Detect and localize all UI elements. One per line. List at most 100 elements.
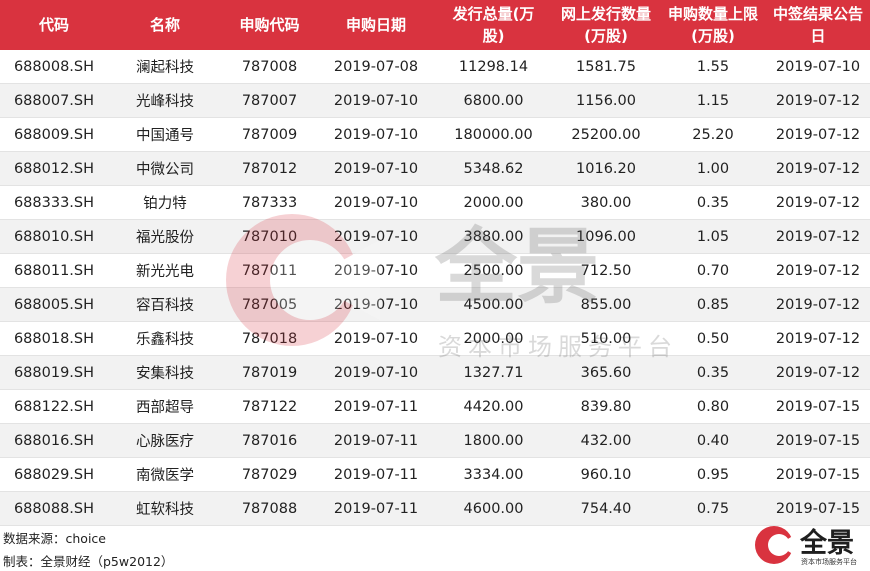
cell-name: 乐鑫科技	[108, 321, 222, 356]
cell-code: 688009.SH	[0, 117, 108, 152]
cell-total-issue: 11298.14	[435, 50, 552, 84]
cell-online-issue: 960.10	[552, 457, 660, 492]
cell-result-date: 2019-07-12	[766, 151, 870, 186]
cell-subscription-code: 787018	[222, 321, 317, 356]
cell-online-issue: 380.00	[552, 185, 660, 220]
cell-subscription-code: 787019	[222, 355, 317, 390]
cell-subscription-limit: 0.50	[660, 321, 766, 356]
cell-total-issue: 4420.00	[435, 389, 552, 424]
cell-code: 688008.SH	[0, 50, 108, 84]
logo-tagline-text: 资本市场服务平台	[801, 557, 857, 566]
table-body: 688008.SH 澜起科技 787008 2019-07-08 11298.14 158…	[0, 50, 870, 526]
cell-result-date: 2019-07-15	[766, 491, 870, 526]
cell-subscription-limit: 1.15	[660, 83, 766, 118]
cell-subscription-code: 787016	[222, 423, 317, 458]
cell-code: 688007.SH	[0, 83, 108, 118]
table-row: 688333.SH 铂力特 787333 2019-07-10 2000.00 380.0…	[0, 185, 870, 220]
table-row: 688088.SH 虹软科技 787088 2019-07-11 4600.00 754.…	[0, 491, 870, 526]
cell-subscription-date: 2019-07-10	[317, 287, 435, 322]
cell-code: 688012.SH	[0, 151, 108, 186]
cell-subscription-code: 787011	[222, 253, 317, 288]
cell-result-date: 2019-07-15	[766, 423, 870, 458]
cell-subscription-limit: 1.55	[660, 50, 766, 84]
cell-code: 688018.SH	[0, 321, 108, 356]
cell-subscription-date: 2019-07-08	[317, 50, 435, 84]
header-subscription-code: 申购代码	[222, 0, 317, 50]
cell-total-issue: 2000.00	[435, 185, 552, 220]
cell-name: 心脉医疗	[108, 423, 222, 458]
cell-online-issue: 25200.00	[552, 117, 660, 152]
table-row: 688019.SH 安集科技 787019 2019-07-10 1327.71 365.…	[0, 355, 870, 390]
header-total-issue: 发行总量(万 股)	[435, 0, 552, 50]
cell-online-issue: 510.00	[552, 321, 660, 356]
data-source-note: 数据来源：choice	[3, 531, 106, 546]
cell-name: 安集科技	[108, 355, 222, 390]
cell-subscription-limit: 0.95	[660, 457, 766, 492]
cell-code: 688011.SH	[0, 253, 108, 288]
cell-subscription-date: 2019-07-11	[317, 389, 435, 424]
cell-subscription-code: 787012	[222, 151, 317, 186]
table-row: 688007.SH 光峰科技 787007 2019-07-10 6800.00 1156…	[0, 83, 870, 118]
cell-subscription-code: 787122	[222, 389, 317, 424]
cell-total-issue: 1800.00	[435, 423, 552, 458]
header-subscription-date: 申购日期	[317, 0, 435, 50]
cell-total-issue: 4500.00	[435, 287, 552, 322]
table-row: 688011.SH 新光光电 787011 2019-07-10 2500.00 712.…	[0, 253, 870, 288]
cell-total-issue: 3334.00	[435, 457, 552, 492]
cell-online-issue: 1016.20	[552, 151, 660, 186]
cell-result-date: 2019-07-12	[766, 83, 870, 118]
table-row: 688122.SH 西部超导 787122 2019-07-11 4420.00 839.…	[0, 389, 870, 424]
ipo-table: 代码 名称 申购代码 申购日期 发行总量(万 股) 网上发行数量 (万股) 申购数量…	[0, 0, 870, 526]
table-row: 688008.SH 澜起科技 787008 2019-07-08 11298.14 158…	[0, 50, 870, 84]
cell-subscription-date: 2019-07-11	[317, 491, 435, 526]
cell-name: 南微医学	[108, 457, 222, 492]
cell-online-issue: 1581.75	[552, 50, 660, 84]
cell-total-issue: 5348.62	[435, 151, 552, 186]
header-result-date: 中签结果公告日	[766, 0, 870, 50]
brand-logo-icon	[755, 526, 796, 564]
cell-online-issue: 1096.00	[552, 219, 660, 254]
cell-name: 新光光电	[108, 253, 222, 288]
table-row: 688018.SH 乐鑫科技 787018 2019-07-10 2000.00 510.…	[0, 321, 870, 356]
cell-subscription-limit: 0.35	[660, 185, 766, 220]
cell-code: 688333.SH	[0, 185, 108, 220]
cell-total-issue: 2000.00	[435, 321, 552, 356]
cell-subscription-code: 787029	[222, 457, 317, 492]
cell-name: 西部超导	[108, 389, 222, 424]
cell-code: 688122.SH	[0, 389, 108, 424]
table-row: 688009.SH 中国通号 787009 2019-07-10 180000.00 25…	[0, 117, 870, 152]
header-subscription-limit: 申购数量上限 (万股)	[660, 0, 766, 50]
cell-total-issue: 1327.71	[435, 355, 552, 390]
table-row: 688005.SH 容百科技 787005 2019-07-10 4500.00 855.…	[0, 287, 870, 322]
cell-subscription-limit: 0.35	[660, 355, 766, 390]
table-maker-note: 制表：全景财经（p5w2012）	[3, 554, 174, 569]
cell-result-date: 2019-07-12	[766, 321, 870, 356]
cell-code: 688029.SH	[0, 457, 108, 492]
cell-online-issue: 1156.00	[552, 83, 660, 118]
cell-subscription-code: 787010	[222, 219, 317, 254]
cell-code: 688010.SH	[0, 219, 108, 254]
cell-online-issue: 365.60	[552, 355, 660, 390]
logo-brand-text: 全景	[799, 527, 854, 559]
cell-subscription-date: 2019-07-10	[317, 219, 435, 254]
cell-subscription-code: 787088	[222, 491, 317, 526]
cell-result-date: 2019-07-15	[766, 457, 870, 492]
cell-result-date: 2019-07-10	[766, 50, 870, 84]
cell-subscription-date: 2019-07-10	[317, 321, 435, 356]
cell-online-issue: 839.80	[552, 389, 660, 424]
cell-name: 澜起科技	[108, 50, 222, 84]
brand-logo: 全景 资本市场服务平台	[755, 526, 857, 566]
cell-code: 688019.SH	[0, 355, 108, 390]
cell-code: 688005.SH	[0, 287, 108, 322]
cell-subscription-date: 2019-07-11	[317, 457, 435, 492]
cell-online-issue: 754.40	[552, 491, 660, 526]
cell-subscription-code: 787333	[222, 185, 317, 220]
cell-subscription-limit: 1.00	[660, 151, 766, 186]
cell-total-issue: 3880.00	[435, 219, 552, 254]
header-name: 名称	[108, 0, 222, 50]
cell-name: 容百科技	[108, 287, 222, 322]
table-row: 688010.SH 福光股份 787010 2019-07-10 3880.00 1096…	[0, 219, 870, 254]
cell-result-date: 2019-07-12	[766, 355, 870, 390]
cell-subscription-code: 787005	[222, 287, 317, 322]
cell-subscription-code: 787007	[222, 83, 317, 118]
